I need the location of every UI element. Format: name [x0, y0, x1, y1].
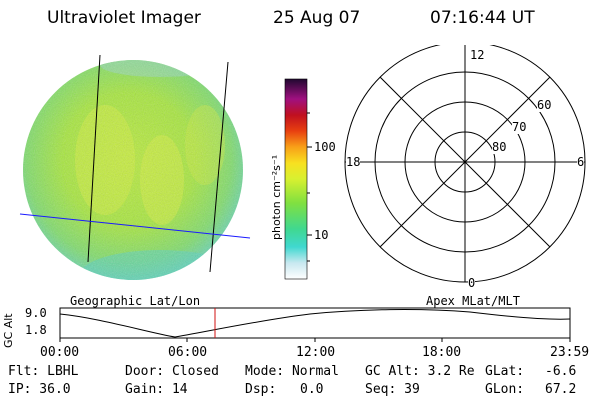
- altitude-ytick-bottom: 1.8: [25, 323, 47, 337]
- mlt-label-right: 6: [577, 155, 585, 169]
- filter-status: Flt: LBHL: [8, 364, 79, 379]
- x-tick-1800: 18:00: [422, 345, 462, 360]
- gc-alt-status: GC Alt: 3.2 Re: [365, 364, 475, 379]
- altitude-ylabel: GC Alt: [2, 313, 15, 348]
- glat-label: GLat:: [485, 364, 525, 379]
- instrument-title: Ultraviolet Imager: [47, 8, 201, 28]
- mlat-label-80: 80: [492, 140, 507, 154]
- ip-status: IP: 36.0: [8, 382, 71, 397]
- geographic-latitude-line: [19, 213, 251, 239]
- dsp-value: 0.0: [300, 382, 324, 397]
- x-tick-2359: 23:59: [550, 345, 590, 360]
- glon-label: GLon:: [485, 382, 525, 397]
- mlt-diagonal-2: [379, 76, 551, 248]
- seq-status: Seq: 39: [365, 382, 420, 397]
- colorbar-scale: [284, 78, 308, 280]
- colorbar-unit-label: photon cm⁻²s⁻¹: [270, 154, 283, 240]
- date-label: 25 Aug 07: [273, 8, 361, 28]
- colorbar-tick-label-100: 100: [314, 140, 336, 154]
- meridian-line-right: [209, 61, 229, 273]
- dsp-label: Dsp:: [245, 382, 277, 397]
- polar-grid-panel: [344, 45, 586, 283]
- glon-value: 67.2: [545, 382, 577, 397]
- altitude-plot: [59, 307, 571, 342]
- mlt-label-left: 18: [346, 155, 361, 169]
- colorbar: [284, 78, 312, 280]
- mlt-label-top: 12: [470, 48, 485, 62]
- x-tick-0000: 00:00: [40, 345, 80, 360]
- gain-status: Gain: 14: [125, 382, 188, 397]
- colorbar-tick-label-10: 10: [314, 228, 329, 242]
- mlat-label-70: 70: [512, 120, 527, 134]
- x-tick-0600: 06:00: [168, 345, 208, 360]
- apex-coord-label: Apex MLat/MLT: [426, 294, 520, 308]
- mlt-label-bottom: 0: [468, 276, 476, 290]
- meridian-line-left: [87, 54, 101, 263]
- time-label: 07:16:44 UT: [430, 8, 535, 28]
- x-tick-1200: 12:00: [296, 345, 336, 360]
- altitude-curve: [59, 309, 571, 338]
- altitude-plot-frame: [59, 307, 571, 339]
- glat-value: -6.6: [545, 364, 577, 379]
- mode-status: Mode: Normal: [245, 364, 339, 379]
- door-status: Door: Closed: [125, 364, 219, 379]
- uv-image-panel: [19, 54, 251, 280]
- geographic-coord-label: Geographic Lat/Lon: [70, 294, 201, 308]
- altitude-ytick-top: 9.0: [25, 306, 47, 320]
- mlat-label-60: 60: [537, 98, 552, 112]
